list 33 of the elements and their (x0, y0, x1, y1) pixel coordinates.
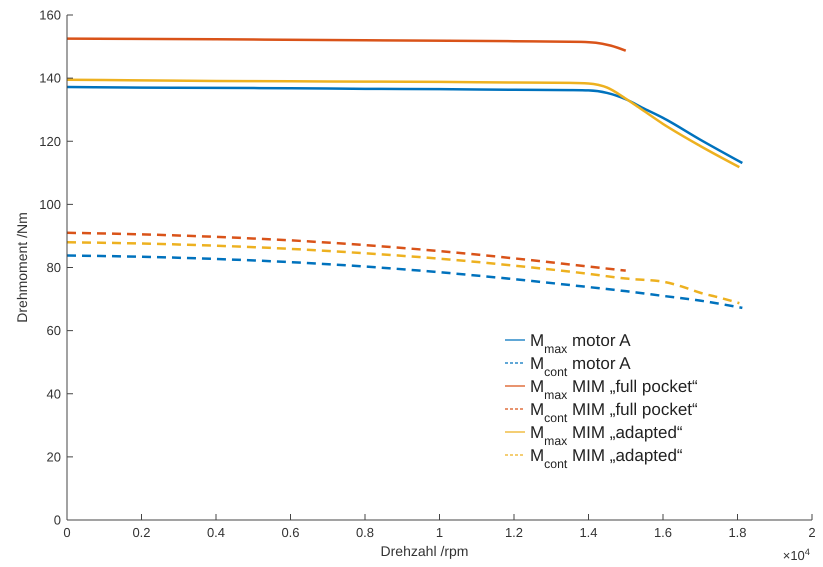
legend-label: M$_{max}$ MIM „full pocket“ (530, 377, 698, 402)
y-tick-label: 40 (46, 386, 61, 402)
y-tick-label: 100 (39, 196, 61, 212)
x-tick-label: 0 (63, 525, 71, 540)
x-tick-label: 1.2 (504, 525, 524, 540)
x-tick-label: 0.4 (206, 525, 226, 540)
legend-label: M$_{cont}$ motor A (530, 354, 632, 379)
legend-label: M$_{cont}$ MIM „adapted“ (530, 446, 683, 471)
x-tick-label: 0.6 (281, 525, 300, 540)
y-tick-label: 0 (54, 512, 61, 528)
x-tick-label: 2 (808, 525, 816, 540)
x-tick-label: 1.6 (654, 525, 672, 540)
y-tick-label: 120 (39, 134, 61, 149)
y-axis-title: Drehmoment /Nm (14, 212, 30, 323)
x-tick-label: 1 (436, 525, 444, 540)
y-tick-label: 20 (46, 449, 61, 464)
y-tick-label: 80 (46, 260, 61, 275)
text: ×10$^{4}$ (782, 547, 810, 563)
x-tick-label: 0.2 (132, 525, 151, 540)
x-tick-label: 1.4 (579, 525, 598, 540)
line-series (66, 241, 741, 304)
legend-label: M$_{max}$ MIM „adapted“ (530, 423, 683, 448)
legend-label: M$_{cont}$ MIM „full pocket“ (530, 400, 698, 425)
line-series (66, 37, 627, 52)
line-series (66, 232, 627, 272)
y-tick-label: 60 (46, 323, 61, 338)
x-tick-label: 1.8 (728, 525, 747, 540)
x-axis-title: Drehzahl /rpm (380, 543, 468, 559)
y-tick-label: 160 (39, 8, 61, 22)
line-series (66, 254, 744, 310)
y-tick-label: 140 (39, 70, 61, 86)
legend-label: M$_{max}$ motor A (530, 331, 632, 356)
x-tick-label: 0.8 (356, 525, 374, 540)
